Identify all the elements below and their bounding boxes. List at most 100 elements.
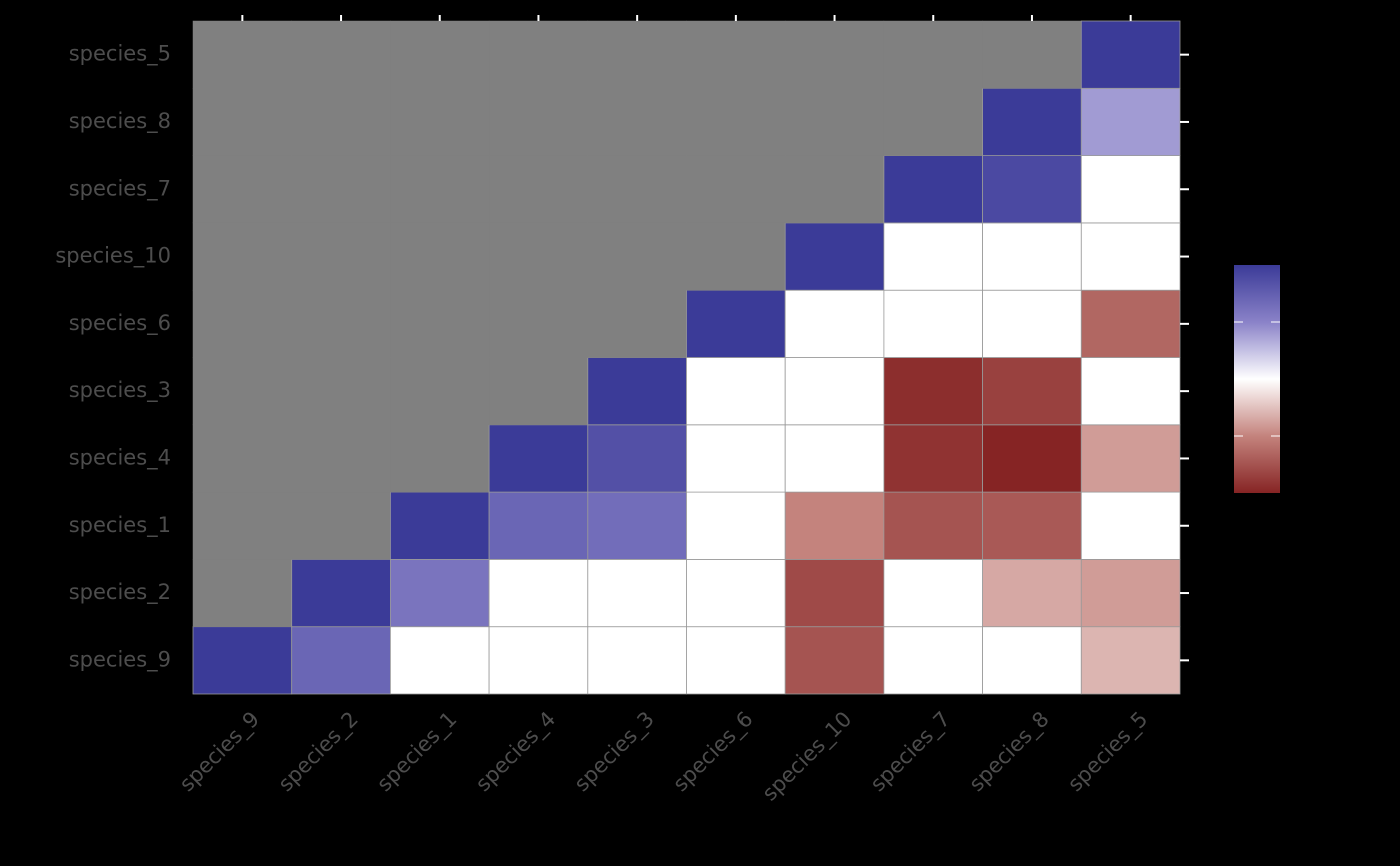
- cell: [488, 559, 589, 628]
- cell: [686, 424, 786, 493]
- empty-cell: [883, 88, 983, 156]
- x-tick-label: species_3: [570, 707, 660, 797]
- empty-cell: [390, 155, 490, 224]
- cell: [1080, 491, 1181, 560]
- cell: [389, 491, 490, 560]
- cell: [488, 626, 589, 695]
- y-tick-label: species_5: [69, 42, 171, 67]
- cell: [389, 559, 490, 628]
- empty-cell: [982, 20, 1082, 89]
- empty-cell: [291, 357, 391, 426]
- empty-cell: [686, 88, 786, 156]
- empty-cell: [488, 88, 589, 156]
- cell: [982, 626, 1082, 695]
- cell: [1080, 155, 1181, 224]
- y-tick-label: species_3: [69, 378, 171, 403]
- cell: [982, 289, 1082, 358]
- empty-cell: [686, 155, 786, 224]
- x-tick-label: species_8: [964, 707, 1054, 797]
- empty-cell: [390, 424, 490, 493]
- empty-cell: [784, 155, 885, 224]
- empty-cell: [587, 20, 687, 89]
- cell: [784, 491, 885, 560]
- x-tick-label: species_5: [1063, 707, 1153, 797]
- empty-cell: [390, 222, 490, 291]
- cell: [883, 155, 984, 224]
- cell: [784, 626, 885, 695]
- cell: [982, 155, 1082, 224]
- y-tick-label: species_4: [69, 445, 171, 470]
- cell: [982, 87, 1082, 157]
- empty-cell: [291, 491, 391, 560]
- y-tick-label: species_9: [69, 647, 171, 672]
- empty-cell: [390, 88, 490, 156]
- empty-cell: [784, 20, 885, 89]
- empty-cell: [587, 289, 687, 358]
- x-tick-label: species_4: [471, 707, 561, 797]
- empty-cell: [686, 222, 786, 291]
- empty-cell: [291, 155, 391, 224]
- y-tick-label: species_2: [69, 580, 171, 605]
- cell: [1080, 424, 1181, 493]
- cell: [982, 424, 1082, 493]
- empty-cell: [390, 20, 490, 89]
- empty-cell: [784, 88, 885, 156]
- empty-cell: [192, 88, 292, 156]
- x-tick-label: species_6: [668, 707, 758, 797]
- x-tick-label: species_2: [274, 707, 364, 797]
- empty-cell: [192, 20, 292, 89]
- empty-cell: [192, 559, 292, 627]
- cell: [883, 559, 984, 628]
- empty-cell: [192, 155, 292, 224]
- cell: [883, 357, 984, 426]
- x-tick-label: species_9: [175, 707, 265, 797]
- empty-cell: [587, 222, 687, 291]
- cell: [686, 289, 786, 358]
- cell: [883, 626, 984, 695]
- cell: [488, 424, 589, 493]
- y-tick-label: species_6: [69, 311, 171, 336]
- empty-cell: [291, 20, 391, 89]
- empty-cell: [192, 424, 292, 493]
- cell: [1080, 559, 1181, 628]
- empty-cell: [488, 20, 589, 89]
- x-tick-label: species_1: [372, 707, 462, 797]
- empty-cell: [390, 357, 490, 426]
- cell: [883, 491, 984, 560]
- cell: [1080, 357, 1181, 426]
- cell: [389, 626, 490, 695]
- x-tick-label: species_7: [866, 707, 956, 797]
- cell: [1080, 222, 1181, 291]
- cell: [291, 559, 391, 628]
- cell: [1080, 289, 1181, 358]
- cell: [587, 491, 687, 560]
- cell: [784, 424, 885, 493]
- empty-cell: [192, 222, 292, 291]
- empty-cell: [192, 289, 292, 358]
- cell: [982, 559, 1082, 628]
- empty-cell: [587, 88, 687, 156]
- x-tick-label: species_10: [758, 707, 857, 806]
- cell: [1080, 20, 1181, 89]
- empty-cell: [291, 289, 391, 358]
- empty-cell: [192, 357, 292, 426]
- cell: [883, 289, 984, 358]
- empty-cell: [291, 424, 391, 493]
- cell: [982, 491, 1082, 560]
- empty-cell: [488, 222, 589, 291]
- empty-cell: [488, 155, 589, 224]
- cell: [686, 559, 786, 628]
- cell: [291, 626, 391, 695]
- cell: [488, 491, 589, 560]
- y-tick-label: species_10: [55, 244, 171, 269]
- empty-cell: [192, 491, 292, 560]
- cell: [784, 222, 885, 291]
- y-tick-label: species_7: [69, 176, 171, 201]
- empty-cell: [587, 155, 687, 224]
- cell: [982, 357, 1082, 426]
- cell: [1080, 87, 1181, 157]
- cell: [686, 626, 786, 695]
- empty-cell: [488, 357, 589, 426]
- cell: [982, 222, 1082, 291]
